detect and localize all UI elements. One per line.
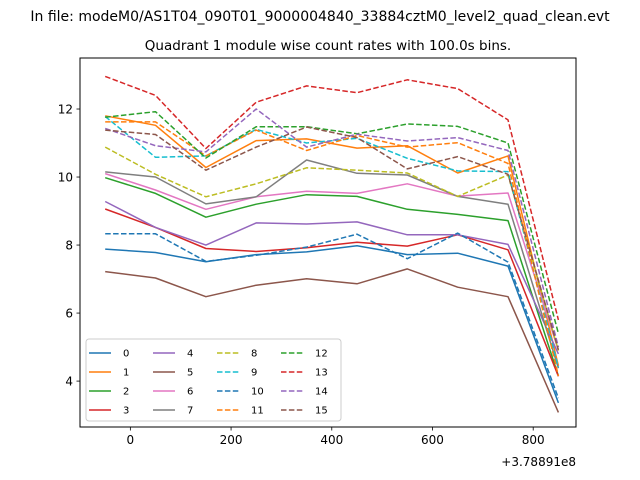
figure-suptitle: In file: modeM0/AS1T04_090T01_9000004840… (30, 9, 610, 25)
series-line-11 (105, 121, 560, 377)
legend-label-7: 7 (187, 406, 193, 417)
chart-title: Quadrant 1 module wise count rates with … (145, 38, 511, 54)
x-tick-label: 0 (127, 433, 135, 447)
legend-label-1: 1 (123, 368, 129, 379)
series-line-2 (104, 176, 560, 377)
x-axis-offset-label: +3.78891e8 (501, 455, 576, 469)
legend-label-11: 11 (251, 406, 264, 417)
series-line-0 (105, 244, 560, 404)
legend-label-6: 6 (187, 387, 193, 398)
series-line-3 (104, 208, 560, 377)
legend-label-15: 15 (315, 406, 328, 417)
series-line-10 (105, 232, 560, 399)
legend-label-10: 10 (251, 387, 264, 398)
x-tick-label: 400 (320, 433, 343, 447)
series-line-8 (104, 146, 560, 351)
legend-label-5: 5 (187, 368, 193, 379)
x-axis-ticks: 0 200 400 600 800 (127, 427, 545, 447)
x-tick-label: 200 (220, 433, 243, 447)
legend-label-8: 8 (251, 349, 257, 360)
x-tick-label: 800 (522, 433, 545, 447)
legend-label-12: 12 (315, 349, 328, 360)
y-axis-ticks: 4 6 8 10 12 (58, 103, 80, 389)
legend-label-2: 2 (123, 387, 129, 398)
series-line-12 (105, 110, 560, 334)
y-tick-label: 4 (65, 375, 73, 389)
series-line-13 (104, 75, 560, 321)
series-line-5 (105, 268, 560, 413)
series-line-15 (105, 126, 560, 351)
series-line-6 (104, 172, 560, 351)
x-tick-label: 600 (421, 433, 444, 447)
series-group (104, 75, 560, 413)
legend-label-9: 9 (251, 368, 257, 379)
legend-label-14: 14 (315, 387, 328, 398)
legend-label-13: 13 (315, 368, 328, 379)
series-line-7 (105, 159, 560, 369)
y-tick-label: 10 (58, 171, 73, 185)
series-line-4 (104, 200, 560, 355)
series-line-14 (104, 108, 560, 348)
legend-label-0: 0 (123, 349, 129, 360)
series-line-9 (104, 115, 560, 368)
legend-box (85, 338, 342, 422)
y-tick-label: 8 (65, 239, 73, 253)
legend-label-4: 4 (187, 349, 193, 360)
y-tick-label: 12 (58, 103, 73, 117)
y-tick-label: 6 (65, 307, 73, 321)
axes-frame (79, 57, 577, 428)
legend-label-3: 3 (123, 406, 129, 417)
